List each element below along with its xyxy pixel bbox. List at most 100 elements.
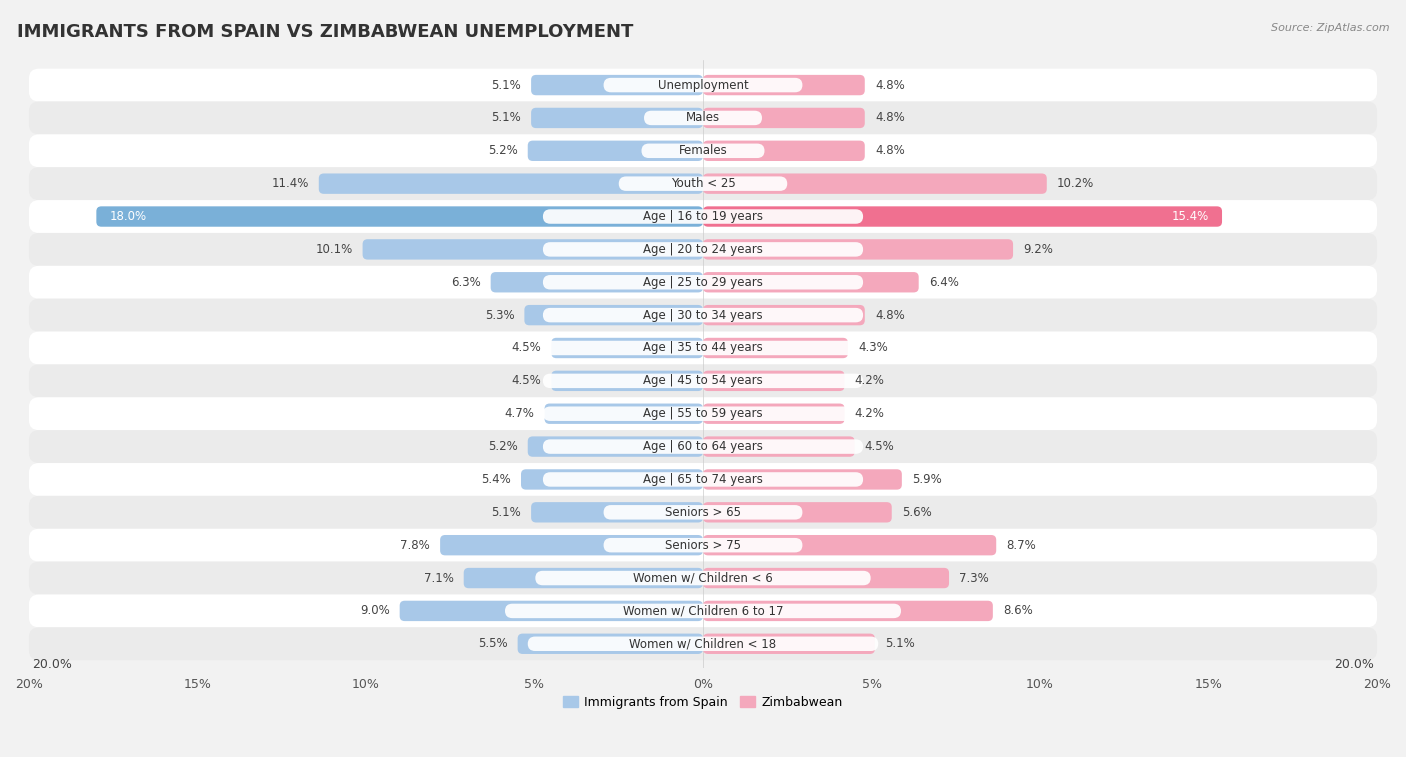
Text: 20.0%: 20.0%	[1334, 658, 1374, 671]
Text: 4.5%: 4.5%	[865, 440, 894, 453]
FancyBboxPatch shape	[30, 200, 1376, 233]
FancyBboxPatch shape	[703, 272, 918, 292]
FancyBboxPatch shape	[531, 107, 703, 128]
FancyBboxPatch shape	[703, 371, 845, 391]
Text: 10.1%: 10.1%	[315, 243, 353, 256]
Text: Males: Males	[686, 111, 720, 124]
FancyBboxPatch shape	[543, 308, 863, 322]
Text: Seniors > 75: Seniors > 75	[665, 539, 741, 552]
FancyBboxPatch shape	[703, 535, 997, 556]
Text: 5.5%: 5.5%	[478, 637, 508, 650]
FancyBboxPatch shape	[703, 601, 993, 621]
FancyBboxPatch shape	[30, 266, 1376, 299]
FancyBboxPatch shape	[527, 436, 703, 456]
FancyBboxPatch shape	[543, 209, 863, 224]
FancyBboxPatch shape	[543, 341, 863, 355]
Text: 15.4%: 15.4%	[1171, 210, 1209, 223]
Text: Source: ZipAtlas.com: Source: ZipAtlas.com	[1271, 23, 1389, 33]
Legend: Immigrants from Spain, Zimbabwean: Immigrants from Spain, Zimbabwean	[558, 691, 848, 714]
Text: 4.8%: 4.8%	[875, 309, 904, 322]
FancyBboxPatch shape	[30, 496, 1376, 528]
FancyBboxPatch shape	[543, 374, 863, 388]
Text: Age | 55 to 59 years: Age | 55 to 59 years	[643, 407, 763, 420]
Text: 4.2%: 4.2%	[855, 375, 884, 388]
FancyBboxPatch shape	[363, 239, 703, 260]
FancyBboxPatch shape	[319, 173, 703, 194]
FancyBboxPatch shape	[551, 371, 703, 391]
Text: Females: Females	[679, 145, 727, 157]
FancyBboxPatch shape	[505, 603, 901, 618]
FancyBboxPatch shape	[30, 299, 1376, 332]
FancyBboxPatch shape	[703, 173, 1047, 194]
Text: 20.0%: 20.0%	[32, 658, 72, 671]
FancyBboxPatch shape	[603, 538, 803, 553]
Text: 10.2%: 10.2%	[1057, 177, 1094, 190]
Text: 6.4%: 6.4%	[929, 276, 959, 288]
Text: 4.2%: 4.2%	[855, 407, 884, 420]
Text: 4.8%: 4.8%	[875, 79, 904, 92]
FancyBboxPatch shape	[543, 439, 863, 453]
FancyBboxPatch shape	[703, 207, 1222, 226]
FancyBboxPatch shape	[543, 472, 863, 487]
Text: Women w/ Children < 18: Women w/ Children < 18	[630, 637, 776, 650]
Text: 4.8%: 4.8%	[875, 111, 904, 124]
Text: 4.8%: 4.8%	[875, 145, 904, 157]
Text: Age | 30 to 34 years: Age | 30 to 34 years	[643, 309, 763, 322]
FancyBboxPatch shape	[30, 397, 1376, 430]
FancyBboxPatch shape	[522, 469, 703, 490]
FancyBboxPatch shape	[531, 502, 703, 522]
FancyBboxPatch shape	[30, 101, 1376, 134]
Text: Age | 60 to 64 years: Age | 60 to 64 years	[643, 440, 763, 453]
FancyBboxPatch shape	[524, 305, 703, 326]
FancyBboxPatch shape	[544, 403, 703, 424]
Text: 18.0%: 18.0%	[110, 210, 148, 223]
Text: Women w/ Children 6 to 17: Women w/ Children 6 to 17	[623, 604, 783, 618]
FancyBboxPatch shape	[30, 167, 1376, 200]
FancyBboxPatch shape	[543, 242, 863, 257]
FancyBboxPatch shape	[644, 111, 762, 125]
Text: 6.3%: 6.3%	[451, 276, 481, 288]
Text: 8.6%: 8.6%	[1002, 604, 1033, 618]
FancyBboxPatch shape	[399, 601, 703, 621]
FancyBboxPatch shape	[619, 176, 787, 191]
FancyBboxPatch shape	[517, 634, 703, 654]
FancyBboxPatch shape	[30, 463, 1376, 496]
Text: Age | 45 to 54 years: Age | 45 to 54 years	[643, 375, 763, 388]
FancyBboxPatch shape	[703, 403, 845, 424]
FancyBboxPatch shape	[30, 233, 1376, 266]
FancyBboxPatch shape	[536, 571, 870, 585]
Text: 8.7%: 8.7%	[1007, 539, 1036, 552]
Text: 9.0%: 9.0%	[360, 604, 389, 618]
FancyBboxPatch shape	[30, 69, 1376, 101]
FancyBboxPatch shape	[30, 528, 1376, 562]
Text: 5.9%: 5.9%	[912, 473, 942, 486]
FancyBboxPatch shape	[703, 338, 848, 358]
FancyBboxPatch shape	[491, 272, 703, 292]
FancyBboxPatch shape	[30, 594, 1376, 628]
Text: IMMIGRANTS FROM SPAIN VS ZIMBABWEAN UNEMPLOYMENT: IMMIGRANTS FROM SPAIN VS ZIMBABWEAN UNEM…	[17, 23, 633, 41]
FancyBboxPatch shape	[703, 469, 901, 490]
FancyBboxPatch shape	[703, 239, 1014, 260]
FancyBboxPatch shape	[30, 628, 1376, 660]
FancyBboxPatch shape	[543, 407, 863, 421]
Text: 4.5%: 4.5%	[512, 341, 541, 354]
Text: Youth < 25: Youth < 25	[671, 177, 735, 190]
FancyBboxPatch shape	[30, 430, 1376, 463]
FancyBboxPatch shape	[527, 637, 879, 651]
Text: 5.1%: 5.1%	[491, 506, 522, 519]
Text: 7.8%: 7.8%	[401, 539, 430, 552]
Text: Women w/ Children < 6: Women w/ Children < 6	[633, 572, 773, 584]
Text: 7.3%: 7.3%	[959, 572, 988, 584]
Text: 5.1%: 5.1%	[884, 637, 915, 650]
Text: 5.2%: 5.2%	[488, 145, 517, 157]
FancyBboxPatch shape	[703, 634, 875, 654]
FancyBboxPatch shape	[531, 75, 703, 95]
Text: 4.7%: 4.7%	[505, 407, 534, 420]
FancyBboxPatch shape	[543, 275, 863, 289]
FancyBboxPatch shape	[703, 305, 865, 326]
FancyBboxPatch shape	[30, 332, 1376, 364]
FancyBboxPatch shape	[703, 436, 855, 456]
Text: Age | 65 to 74 years: Age | 65 to 74 years	[643, 473, 763, 486]
Text: 7.1%: 7.1%	[423, 572, 454, 584]
FancyBboxPatch shape	[440, 535, 703, 556]
